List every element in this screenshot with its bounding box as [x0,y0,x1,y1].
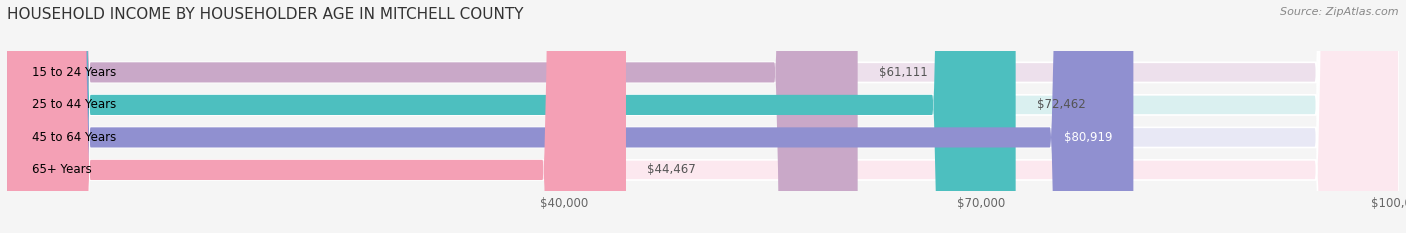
Text: $44,467: $44,467 [647,163,696,176]
FancyBboxPatch shape [7,0,1133,233]
FancyBboxPatch shape [7,0,1399,233]
Text: 45 to 64 Years: 45 to 64 Years [32,131,117,144]
Text: $80,919: $80,919 [1064,131,1112,144]
Text: 65+ Years: 65+ Years [32,163,91,176]
Text: $61,111: $61,111 [879,66,928,79]
Text: Source: ZipAtlas.com: Source: ZipAtlas.com [1281,7,1399,17]
FancyBboxPatch shape [7,0,1015,233]
Text: $72,462: $72,462 [1036,98,1085,111]
Text: HOUSEHOLD INCOME BY HOUSEHOLDER AGE IN MITCHELL COUNTY: HOUSEHOLD INCOME BY HOUSEHOLDER AGE IN M… [7,7,523,22]
FancyBboxPatch shape [7,0,1399,233]
Text: 25 to 44 Years: 25 to 44 Years [32,98,117,111]
FancyBboxPatch shape [7,0,1399,233]
FancyBboxPatch shape [7,0,1399,233]
FancyBboxPatch shape [7,0,626,233]
Text: 15 to 24 Years: 15 to 24 Years [32,66,117,79]
FancyBboxPatch shape [7,0,858,233]
